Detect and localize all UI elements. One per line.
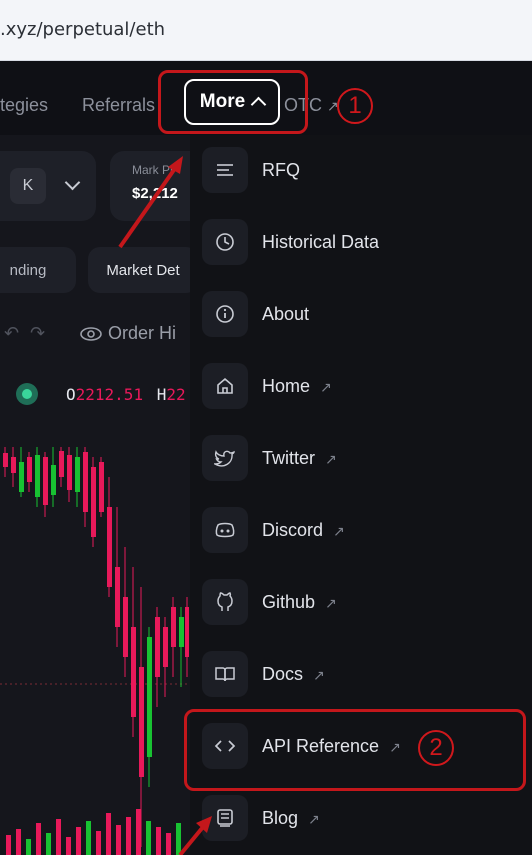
more-label: More bbox=[199, 91, 246, 112]
order-history-button[interactable]: Order Hi bbox=[80, 323, 176, 344]
menu-item-label: Home ↗ bbox=[262, 376, 332, 396]
undo-icon[interactable]: ↶ bbox=[4, 323, 20, 343]
ohlc-readout: O2212.51 H22 bbox=[66, 385, 186, 404]
mark-price-value: $2,212 bbox=[132, 185, 178, 202]
eye-icon bbox=[80, 326, 102, 341]
discord-icon bbox=[202, 507, 248, 553]
menu-item-github[interactable]: Github ↗ bbox=[190, 567, 532, 639]
external-link-icon: ↗ bbox=[389, 740, 401, 756]
annotation-step-1: 1 bbox=[337, 88, 373, 124]
menu-item-docs[interactable]: Docs ↗ bbox=[190, 639, 532, 711]
menu-item-label: RFQ bbox=[262, 160, 300, 180]
clock-icon bbox=[202, 219, 248, 265]
external-link-icon: ↗ bbox=[308, 812, 320, 828]
annotation-box-more bbox=[158, 70, 308, 134]
chevron-down-icon bbox=[64, 174, 81, 191]
app-page: tegies Referrals More OTC ↗ K Mark Pr $2… bbox=[0, 61, 532, 855]
selector-k[interactable]: K bbox=[10, 168, 46, 204]
more-dropdown-button[interactable]: More bbox=[184, 79, 280, 125]
nav-referrals[interactable]: Referrals bbox=[82, 95, 156, 115]
menu-item-label: Twitter ↗ bbox=[262, 448, 337, 468]
menu-item-blog[interactable]: Blog ↗ bbox=[190, 783, 532, 855]
ohlc-o-label: O bbox=[66, 385, 76, 404]
price-chart[interactable] bbox=[0, 447, 190, 855]
github-icon bbox=[202, 579, 248, 625]
external-link-icon: ↗ bbox=[313, 668, 325, 684]
ohlc-h-value: 22 bbox=[166, 385, 186, 404]
menu-item-api-reference[interactable]: API Reference ↗ bbox=[190, 711, 532, 783]
book-icon bbox=[202, 651, 248, 697]
volume-bars bbox=[6, 809, 181, 855]
menu-item-home[interactable]: Home ↗ bbox=[190, 351, 532, 423]
candles bbox=[3, 447, 189, 847]
redo-icon[interactable]: ↷ bbox=[30, 323, 46, 343]
tab-funding[interactable]: nding bbox=[0, 247, 76, 293]
menu-item-label: About bbox=[262, 304, 310, 324]
top-nav: tegies Referrals More OTC ↗ bbox=[0, 61, 532, 135]
browser-url-bar[interactable]: .xyz/perpetual/eth bbox=[0, 0, 532, 61]
menu-item-label: API Reference ↗ bbox=[262, 736, 401, 756]
external-link-icon: ↗ bbox=[333, 524, 345, 540]
menu-item-historical-data[interactable]: Historical Data bbox=[190, 207, 532, 279]
market-selector[interactable]: K bbox=[0, 151, 96, 221]
nav-strategies[interactable]: tegies bbox=[0, 95, 49, 115]
menu-item-twitter[interactable]: Twitter ↗ bbox=[190, 423, 532, 495]
nav-otc[interactable]: OTC ↗ bbox=[284, 95, 339, 116]
code-icon bbox=[202, 723, 248, 769]
external-link-icon: ↗ bbox=[325, 596, 337, 612]
menu-item-label: Blog ↗ bbox=[262, 808, 320, 828]
otc-label: OTC bbox=[284, 95, 322, 115]
external-link-icon: ↗ bbox=[327, 98, 339, 114]
menu-item-label: Historical Data bbox=[262, 232, 380, 252]
home-icon bbox=[202, 363, 248, 409]
external-link-icon: ↗ bbox=[325, 452, 337, 468]
url-text: .xyz/perpetual/eth bbox=[0, 19, 166, 40]
menu-item-label: Docs ↗ bbox=[262, 664, 325, 684]
mark-price-label: Mark Pr bbox=[132, 163, 174, 177]
ohlc-h-label: H bbox=[156, 385, 167, 404]
menu-item-label: Discord ↗ bbox=[262, 520, 345, 540]
order-history-label: Order Hi bbox=[108, 323, 177, 343]
info-icon bbox=[202, 291, 248, 337]
tab-market-details[interactable]: Market Det bbox=[88, 247, 198, 293]
status-dot bbox=[16, 383, 38, 405]
twitter-icon bbox=[202, 435, 248, 481]
menu-item-rfq[interactable]: RFQ bbox=[190, 135, 532, 207]
ohlc-o-value: 2212.51 bbox=[75, 385, 144, 404]
blog-icon bbox=[202, 795, 248, 841]
menu-item-about[interactable]: About bbox=[190, 279, 532, 351]
external-link-icon: ↗ bbox=[320, 380, 332, 396]
list-icon bbox=[202, 147, 248, 193]
menu-item-discord[interactable]: Discord ↗ bbox=[190, 495, 532, 567]
more-dropdown-menu: RFQ Historical Data About Home ↗ Twitter ↗ Disc… bbox=[190, 135, 532, 855]
menu-item-label: Github ↗ bbox=[262, 592, 337, 612]
annotation-box-api-reference bbox=[184, 709, 526, 791]
annotation-step-2: 2 bbox=[418, 730, 454, 766]
